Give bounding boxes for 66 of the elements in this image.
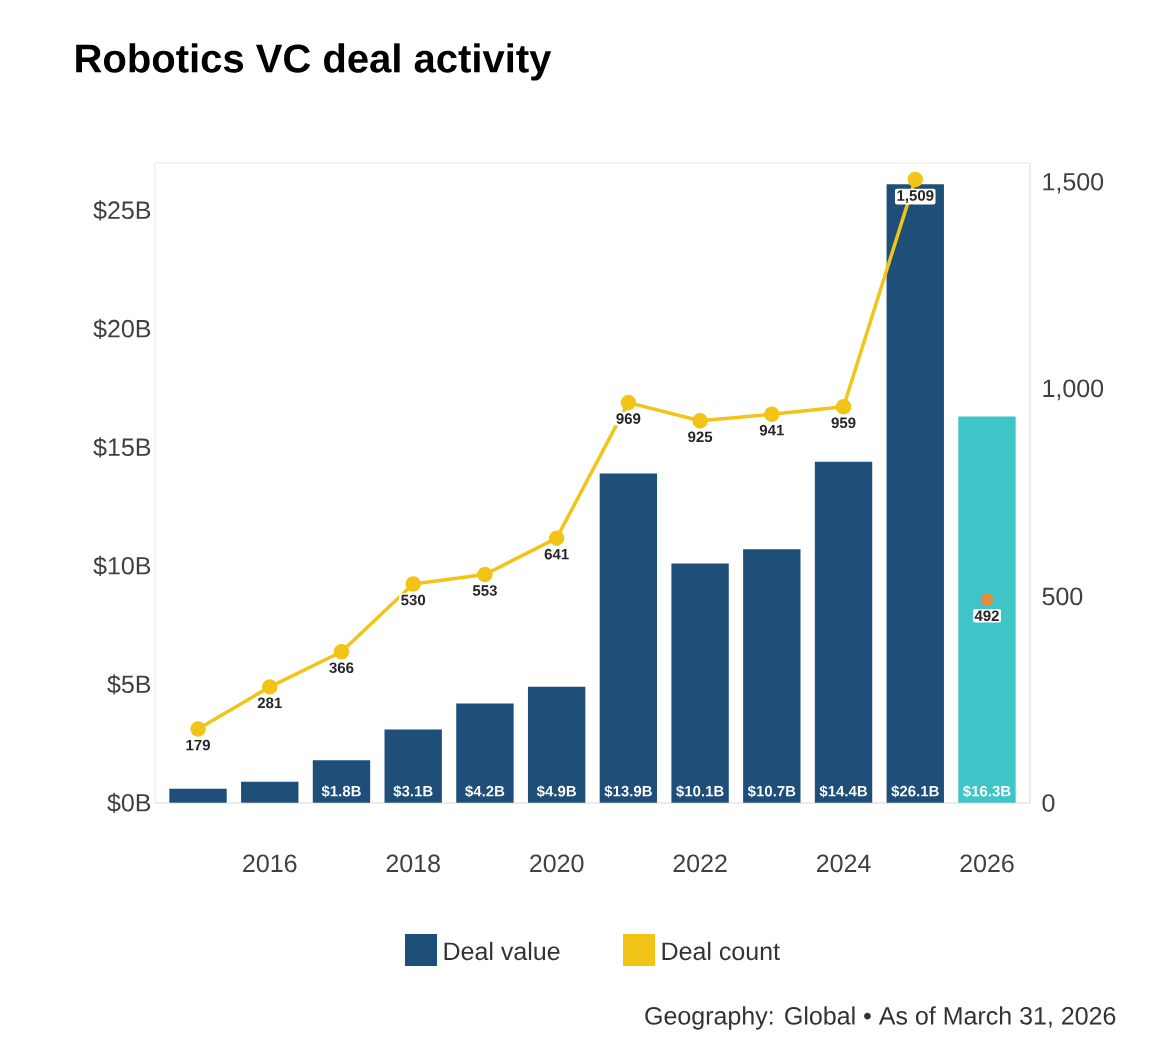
bar xyxy=(312,760,371,803)
data-label: 941 xyxy=(759,424,784,436)
data-label: $1.8B xyxy=(321,785,361,798)
data-label: $13.9B xyxy=(604,785,652,798)
point xyxy=(262,679,278,695)
point xyxy=(835,399,852,415)
data-label: $14.4B xyxy=(819,785,868,798)
data-label: 969 xyxy=(616,413,641,424)
data-label: $10.1B xyxy=(676,785,724,798)
point xyxy=(907,171,924,188)
y-tick-label: $5B xyxy=(107,674,151,695)
data-label: 179 xyxy=(186,739,210,751)
y2-tick-label: 500 xyxy=(1042,587,1083,606)
chart-title: Robotics VC deal activity xyxy=(76,43,552,81)
bar xyxy=(599,473,658,803)
data-label: $10.7B xyxy=(747,785,796,798)
y-tick-label: $0B xyxy=(107,792,151,814)
text: Geography: Global • As of March 31, 2026 xyxy=(645,1006,1116,1030)
point xyxy=(333,644,350,660)
data-label: $3.1B xyxy=(393,785,433,798)
bar xyxy=(743,549,801,803)
x-tick-label: 2018 xyxy=(386,854,440,873)
point xyxy=(980,593,994,606)
y2-tick-label: 0 xyxy=(1042,794,1055,812)
data-label: 959 xyxy=(831,417,856,429)
point xyxy=(548,530,565,546)
bar xyxy=(241,781,299,803)
y-tick-label: $20B xyxy=(93,318,151,340)
bar xyxy=(169,788,227,803)
point xyxy=(620,394,637,411)
bar xyxy=(958,416,1016,803)
data-label: 492 xyxy=(974,610,999,622)
point xyxy=(764,406,780,422)
point xyxy=(477,566,493,583)
data-label: 925 xyxy=(688,431,713,443)
legend-label: Deal value xyxy=(444,941,560,961)
point xyxy=(405,576,421,592)
data-label: 1,509 xyxy=(897,190,934,204)
x-tick-label: 2016 xyxy=(243,854,297,873)
y-tick-label: $10B xyxy=(93,555,151,577)
x-tick-label: 2020 xyxy=(530,854,584,873)
data-label: 530 xyxy=(401,594,426,606)
data-label: 366 xyxy=(329,662,354,674)
bar xyxy=(886,184,944,803)
bar xyxy=(384,729,442,803)
bar xyxy=(814,461,873,803)
y-tick-label: $15B xyxy=(93,437,151,458)
bar xyxy=(456,703,514,803)
data-label: $26.1B xyxy=(891,785,939,798)
x-tick-label: 2022 xyxy=(673,854,727,873)
y2-tick-label: 1,000 xyxy=(1043,379,1104,401)
bar xyxy=(527,686,586,803)
bar xyxy=(671,563,729,803)
data-label: $4.2B xyxy=(465,785,505,798)
x-tick-label: 2026 xyxy=(960,854,1014,873)
data-label: 281 xyxy=(257,697,282,709)
y-tick-label: $25B xyxy=(93,200,151,221)
x-tick-label: 2024 xyxy=(816,854,871,873)
y2-tick-label: 1,500 xyxy=(1043,172,1104,194)
data-label: 553 xyxy=(472,585,497,596)
point xyxy=(692,413,708,429)
data-label: $16.3B xyxy=(963,785,1011,798)
point xyxy=(190,721,206,737)
data-label: 641 xyxy=(544,548,569,560)
legend-label: Deal count xyxy=(662,941,780,961)
data-label: $4.9B xyxy=(536,785,576,798)
